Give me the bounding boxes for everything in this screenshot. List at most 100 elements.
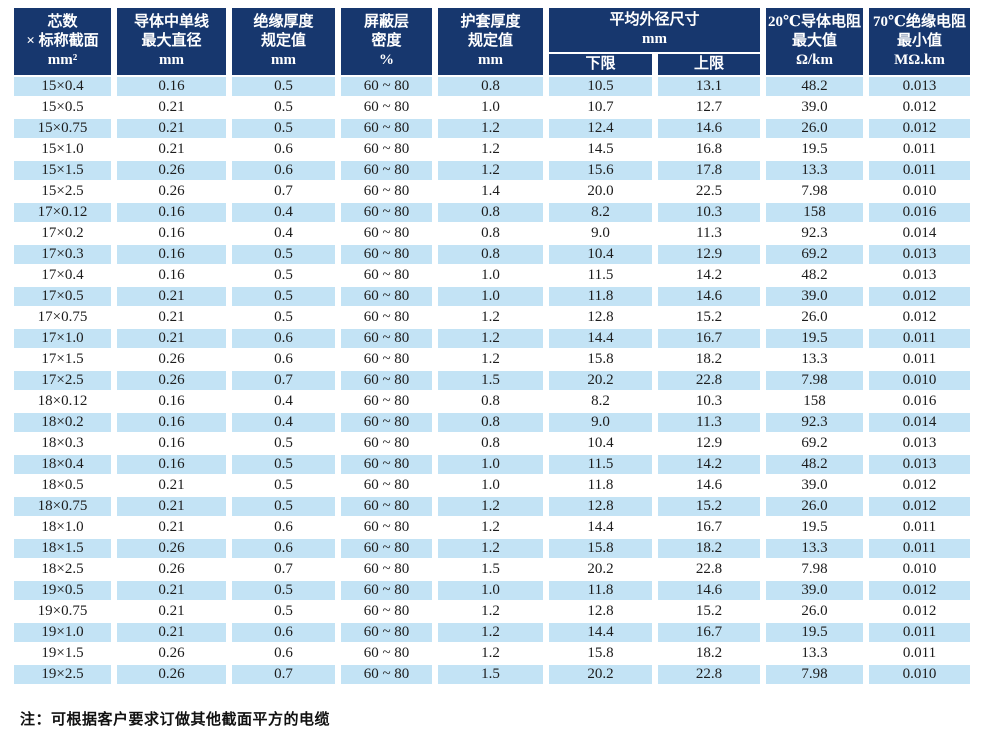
table-cell: 0.21: [117, 119, 226, 139]
table-cell: 15.2: [658, 497, 760, 517]
table-cell: 8.2: [549, 392, 652, 412]
table-cell: 0.4: [232, 203, 335, 223]
table-cell: 15×2.5: [14, 182, 111, 202]
table-row: 18×2.5 0.26 0.7 60 ~ 80 1.5 20.2 22.8 7.98 0.010: [14, 560, 970, 580]
table-cell: 0.16: [117, 77, 226, 97]
table-cell: 0.012: [869, 581, 970, 601]
table-cell: 10.5: [549, 77, 652, 97]
table-cell: 0.016: [869, 392, 970, 412]
table-cell: 92.3: [766, 413, 863, 433]
table-cell: 13.3: [766, 644, 863, 664]
table-row: 18×0.4 0.16 0.5 60 ~ 80 1.0 11.5 14.2 48.2 0.013: [14, 455, 970, 475]
table-row: 18×0.75 0.21 0.5 60 ~ 80 1.2 12.8 15.2 26.0 0.01…: [14, 497, 970, 517]
table-cell: 14.5: [549, 140, 652, 160]
table-cell: 0.21: [117, 287, 226, 307]
table-cell: 1.2: [438, 623, 543, 643]
table-cell: 19×1.5: [14, 644, 111, 664]
table-cell: 17×0.3: [14, 245, 111, 265]
table-cell: 19.5: [766, 140, 863, 160]
table-cell: 26.0: [766, 497, 863, 517]
table-cell: 60 ~ 80: [341, 287, 432, 307]
col-header-conductor-resistance: 20℃导体电阻 最大值 Ω/km: [766, 8, 863, 76]
table-cell: 26.0: [766, 308, 863, 328]
table-cell: 0.7: [232, 371, 335, 391]
table-cell: 0.5: [232, 476, 335, 496]
table-cell: 0.012: [869, 308, 970, 328]
table-cell: 60 ~ 80: [341, 329, 432, 349]
table-cell: 19.5: [766, 518, 863, 538]
table-cell: 60 ~ 80: [341, 455, 432, 475]
table-cell: 8.2: [549, 203, 652, 223]
table-cell: 20.2: [549, 560, 652, 580]
table-cell: 17×0.12: [14, 203, 111, 223]
table-cell: 0.011: [869, 623, 970, 643]
table-cell: 1.5: [438, 371, 543, 391]
table-cell: 0.012: [869, 602, 970, 622]
table-cell: 60 ~ 80: [341, 77, 432, 97]
col-header-conductor-diameter: 导体中单线 最大直径 mm: [117, 8, 226, 76]
table-row: 17×0.5 0.21 0.5 60 ~ 80 1.0 11.8 14.6 39.0 0.012: [14, 287, 970, 307]
table-row: 15×2.5 0.26 0.7 60 ~ 80 1.4 20.0 22.5 7.98 0.010: [14, 182, 970, 202]
table-cell: 0.012: [869, 497, 970, 517]
table-cell: 18×1.5: [14, 539, 111, 559]
table-cell: 19×2.5: [14, 665, 111, 685]
table-cell: 0.8: [438, 434, 543, 454]
table-cell: 0.014: [869, 413, 970, 433]
table-cell: 1.0: [438, 581, 543, 601]
table-cell: 60 ~ 80: [341, 140, 432, 160]
table-cell: 1.2: [438, 497, 543, 517]
table-cell: 1.5: [438, 560, 543, 580]
table-cell: 0.016: [869, 203, 970, 223]
table-cell: 26.0: [766, 119, 863, 139]
table-cell: 0.26: [117, 665, 226, 685]
table-cell: 0.010: [869, 665, 970, 685]
table-cell: 0.011: [869, 518, 970, 538]
table-cell: 92.3: [766, 224, 863, 244]
table-cell: 11.8: [549, 581, 652, 601]
table-cell: 0.16: [117, 266, 226, 286]
table-cell: 60 ~ 80: [341, 392, 432, 412]
table-cell: 0.21: [117, 98, 226, 118]
table-cell: 18.2: [658, 350, 760, 370]
table-cell: 0.5: [232, 602, 335, 622]
table-cell: 0.8: [438, 245, 543, 265]
table-cell: 60 ~ 80: [341, 665, 432, 685]
table-cell: 0.012: [869, 476, 970, 496]
table-row: 18×1.0 0.21 0.6 60 ~ 80 1.2 14.4 16.7 19.5 0.011: [14, 518, 970, 538]
table-cell: 14.4: [549, 329, 652, 349]
table-cell: 60 ~ 80: [341, 644, 432, 664]
table-cell: 7.98: [766, 665, 863, 685]
table-cell: 0.5: [232, 287, 335, 307]
table-cell: 0.21: [117, 140, 226, 160]
table-cell: 1.0: [438, 455, 543, 475]
table-cell: 0.21: [117, 623, 226, 643]
table-cell: 14.6: [658, 581, 760, 601]
table-header: 芯数 × 标称截面 mm² 导体中单线 最大直径 mm 绝缘厚度 规定值 mm …: [14, 8, 970, 76]
table-cell: 18×0.2: [14, 413, 111, 433]
table-cell: 18×1.0: [14, 518, 111, 538]
table-cell: 60 ~ 80: [341, 371, 432, 391]
table-cell: 26.0: [766, 602, 863, 622]
table-cell: 0.8: [438, 224, 543, 244]
table-cell: 1.2: [438, 140, 543, 160]
table-cell: 0.5: [232, 245, 335, 265]
table-cell: 17×1.0: [14, 329, 111, 349]
table-cell: 1.2: [438, 518, 543, 538]
table-cell: 12.7: [658, 98, 760, 118]
table-cell: 15×0.75: [14, 119, 111, 139]
table-cell: 22.8: [658, 560, 760, 580]
table-cell: 1.2: [438, 329, 543, 349]
table-cell: 1.5: [438, 665, 543, 685]
table-cell: 69.2: [766, 245, 863, 265]
table-cell: 0.26: [117, 560, 226, 580]
table-cell: 0.21: [117, 476, 226, 496]
table-cell: 0.5: [232, 77, 335, 97]
table-cell: 7.98: [766, 560, 863, 580]
cable-spec-table: 芯数 × 标称截面 mm² 导体中单线 最大直径 mm 绝缘厚度 规定值 mm …: [8, 6, 976, 686]
table-cell: 15×1.5: [14, 161, 111, 181]
table-row: 18×0.12 0.16 0.4 60 ~ 80 0.8 8.2 10.3 158 0.016: [14, 392, 970, 412]
table-cell: 0.26: [117, 539, 226, 559]
table-cell: 0.7: [232, 182, 335, 202]
table-row: 17×0.75 0.21 0.5 60 ~ 80 1.2 12.8 15.2 26.0 0.01…: [14, 308, 970, 328]
